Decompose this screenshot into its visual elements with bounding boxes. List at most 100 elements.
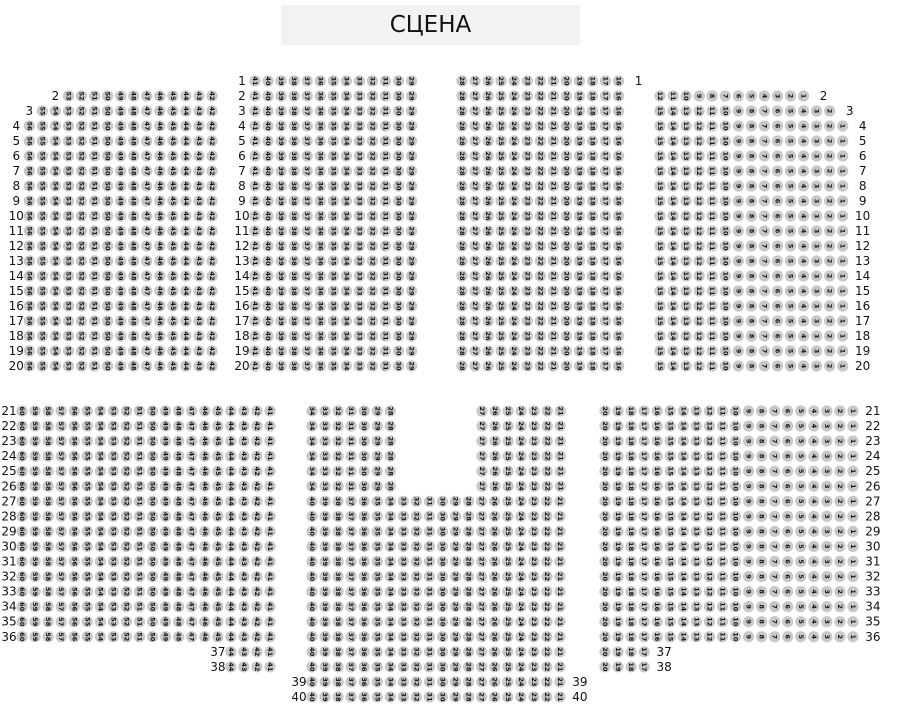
seat[interactable]: 16 bbox=[613, 120, 625, 132]
seat[interactable]: 15 bbox=[654, 240, 666, 252]
seat[interactable]: 5 bbox=[784, 255, 797, 267]
seat[interactable]: 17 bbox=[599, 105, 612, 117]
seat[interactable]: 2 bbox=[834, 586, 846, 598]
seat[interactable]: 36 bbox=[314, 165, 326, 177]
seat[interactable]: 47 bbox=[186, 465, 198, 477]
seat[interactable]: 8 bbox=[756, 555, 768, 568]
seat[interactable]: 10 bbox=[719, 105, 731, 117]
seat[interactable]: 37 bbox=[345, 570, 357, 583]
seat[interactable]: 52 bbox=[75, 135, 88, 147]
seat[interactable]: 53 bbox=[62, 105, 75, 117]
seat[interactable]: 21 bbox=[554, 570, 566, 583]
seat[interactable]: 21 bbox=[554, 616, 566, 628]
seat[interactable]: 18 bbox=[586, 360, 599, 372]
seat[interactable]: 49 bbox=[160, 465, 172, 477]
seat[interactable]: 56 bbox=[23, 315, 35, 327]
seat[interactable]: 48 bbox=[173, 525, 185, 538]
seat[interactable]: 19 bbox=[612, 480, 624, 492]
seat[interactable]: 54 bbox=[94, 601, 106, 613]
seat[interactable]: 26 bbox=[489, 570, 501, 583]
seat[interactable]: 41 bbox=[249, 210, 261, 222]
seat[interactable]: 44 bbox=[180, 180, 192, 192]
seat[interactable]: 1 bbox=[837, 270, 849, 282]
seat[interactable]: 32 bbox=[366, 330, 379, 342]
seat[interactable]: 9 bbox=[742, 510, 755, 522]
seat[interactable]: 11 bbox=[716, 570, 729, 583]
seat[interactable]: 19 bbox=[573, 300, 586, 312]
seat[interactable]: 3 bbox=[821, 480, 833, 492]
seat[interactable]: 14 bbox=[677, 495, 689, 507]
seat[interactable]: 37 bbox=[301, 225, 313, 237]
seat[interactable]: 46 bbox=[199, 435, 211, 447]
seat[interactable]: 33 bbox=[319, 450, 331, 462]
seat[interactable]: 40 bbox=[306, 676, 318, 688]
seat[interactable]: 23 bbox=[521, 330, 533, 342]
seat[interactable]: 25 bbox=[502, 586, 514, 598]
seat[interactable]: 58 bbox=[42, 540, 54, 553]
seat[interactable]: 33 bbox=[353, 270, 365, 282]
seat[interactable]: 36 bbox=[314, 315, 326, 327]
seat[interactable]: 31 bbox=[423, 646, 436, 658]
seat[interactable]: 33 bbox=[319, 435, 331, 447]
seat[interactable]: 26 bbox=[482, 105, 494, 117]
seat[interactable]: 49 bbox=[115, 345, 127, 357]
seat[interactable]: 32 bbox=[410, 631, 422, 643]
seat[interactable]: 30 bbox=[358, 450, 370, 462]
seat[interactable]: 3 bbox=[811, 135, 823, 147]
seat[interactable]: 48 bbox=[128, 210, 140, 222]
seat[interactable]: 21 bbox=[554, 676, 566, 688]
seat[interactable]: 13 bbox=[690, 495, 702, 507]
seat[interactable]: 33 bbox=[397, 616, 409, 628]
seat[interactable]: 42 bbox=[206, 285, 218, 297]
seat[interactable]: 44 bbox=[225, 646, 237, 658]
seat[interactable]: 43 bbox=[238, 616, 250, 628]
seat[interactable]: 14 bbox=[677, 555, 689, 568]
seat[interactable]: 24 bbox=[508, 180, 520, 192]
seat[interactable]: 42 bbox=[206, 105, 218, 117]
seat[interactable]: 27 bbox=[469, 90, 481, 102]
seat[interactable]: 11 bbox=[706, 225, 718, 237]
seat[interactable]: 39 bbox=[275, 105, 287, 117]
seat[interactable]: 34 bbox=[340, 195, 352, 207]
seat[interactable]: 27 bbox=[476, 480, 488, 492]
seat[interactable]: 39 bbox=[319, 631, 331, 643]
seat[interactable]: 1 bbox=[847, 480, 859, 492]
seat[interactable]: 40 bbox=[306, 646, 318, 658]
seat[interactable]: 28 bbox=[456, 90, 468, 102]
seat[interactable]: 27 bbox=[476, 616, 488, 628]
seat[interactable]: 17 bbox=[638, 450, 650, 462]
seat[interactable]: 3 bbox=[821, 555, 833, 568]
seat[interactable]: 31 bbox=[379, 345, 392, 357]
seat[interactable]: 37 bbox=[301, 270, 313, 282]
seat[interactable]: 12 bbox=[693, 240, 705, 252]
seat[interactable]: 52 bbox=[75, 360, 88, 372]
seat[interactable]: 57 bbox=[55, 420, 67, 432]
seat[interactable]: 54 bbox=[49, 150, 62, 162]
seat[interactable]: 57 bbox=[55, 586, 67, 598]
seat[interactable]: 54 bbox=[94, 420, 106, 432]
seat[interactable]: 40 bbox=[262, 360, 274, 372]
seat[interactable]: 41 bbox=[249, 150, 261, 162]
seat[interactable]: 18 bbox=[625, 420, 637, 432]
seat[interactable]: 9 bbox=[742, 525, 755, 538]
seat[interactable]: 4 bbox=[797, 210, 810, 222]
seat[interactable]: 38 bbox=[288, 330, 300, 342]
seat[interactable]: 50 bbox=[146, 465, 159, 477]
seat[interactable]: 32 bbox=[366, 105, 379, 117]
seat[interactable]: 50 bbox=[146, 555, 159, 568]
seat[interactable]: 54 bbox=[94, 405, 106, 417]
seat[interactable]: 33 bbox=[397, 631, 409, 643]
seat[interactable]: 42 bbox=[251, 540, 263, 553]
seat[interactable]: 41 bbox=[249, 225, 261, 237]
seat[interactable]: 4 bbox=[808, 540, 820, 553]
seat[interactable]: 38 bbox=[288, 255, 300, 267]
seat[interactable]: 39 bbox=[275, 225, 287, 237]
seat[interactable]: 54 bbox=[94, 631, 106, 643]
seat[interactable]: 50 bbox=[102, 120, 114, 132]
seat[interactable]: 44 bbox=[225, 540, 237, 553]
seat[interactable]: 18 bbox=[586, 135, 599, 147]
seat[interactable]: 44 bbox=[225, 631, 237, 643]
seat[interactable]: 57 bbox=[55, 435, 67, 447]
seat[interactable]: 41 bbox=[249, 90, 261, 102]
seat[interactable]: 23 bbox=[521, 165, 533, 177]
